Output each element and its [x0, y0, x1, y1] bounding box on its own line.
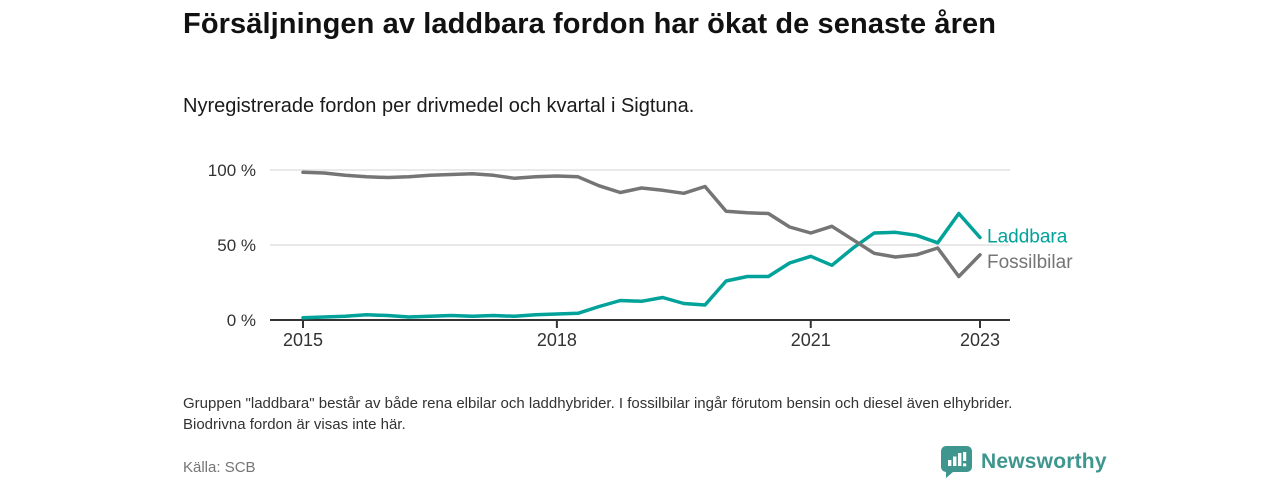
header: Försäljningen av laddbara fordon har öka… — [183, 6, 1083, 43]
series-label-fossilbilar: Fossilbilar — [987, 252, 1073, 273]
x-axis-tick-label: 2015 — [283, 330, 323, 350]
chart-footnote: Gruppen "laddbara" består av både rena e… — [183, 395, 1013, 433]
x-axis-tick-label: 2023 — [960, 330, 1000, 350]
y-axis-tick-label: 0 % — [227, 311, 256, 330]
x-axis-tick-label: 2021 — [791, 330, 831, 350]
y-axis-tick-label: 100 % — [208, 161, 256, 180]
gridlines — [270, 169, 1010, 328]
x-axis-tick-label: 2018 — [537, 330, 577, 350]
y-axis-tick-label: 50 % — [217, 236, 256, 255]
series-line-fossilbilar — [301, 170, 982, 279]
chart-title: Försäljningen av laddbara fordon har öka… — [183, 8, 997, 40]
series-label-laddbara: Laddbara — [987, 227, 1068, 248]
newsworthy-logo: Newsworthy — [941, 446, 1107, 478]
source-label: Källa: SCB — [183, 459, 256, 476]
axis-labels: 100 % 50 % 0 % 2015 2018 2021 2023 Laddbara Foss… — [208, 161, 1073, 350]
series-line-laddbara — [301, 211, 982, 320]
series-lines — [301, 170, 982, 320]
newsworthy-logo-text: Newsworthy — [981, 450, 1107, 473]
chart-subtitle: Nyregistrerade fordon per drivmedel och … — [183, 95, 695, 117]
newsworthy-logo-icon — [941, 446, 972, 478]
